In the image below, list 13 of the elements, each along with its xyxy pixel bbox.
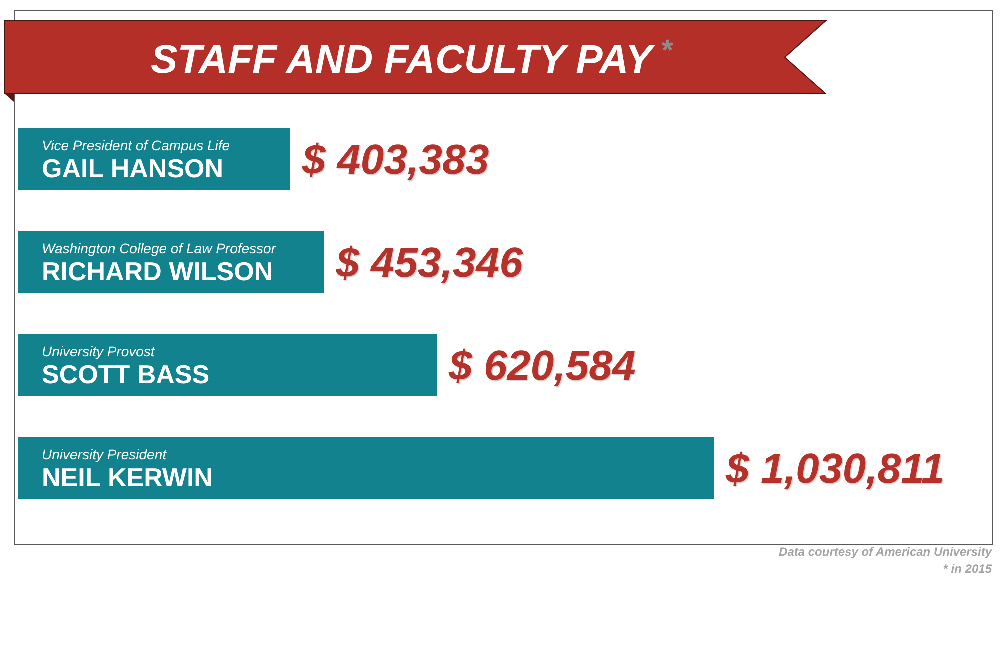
data-label: $ 403,383: [301, 136, 490, 183]
bar: [18, 334, 438, 396]
data-label: $ 453,346: [335, 239, 524, 286]
text: * in 2015: [943, 562, 992, 576]
data-label: $ 620,584: [448, 342, 636, 389]
y-tick-label: Washington College of Law Professor RICHARD WILSON: [42, 240, 278, 286]
y-tick-label: University Provost SCOTT BASS: [42, 344, 210, 390]
y-tick-label: Vice President of Campus Life GAIL HANSON: [42, 138, 230, 184]
text: Data courtesy of American University: [779, 545, 994, 559]
data-label: $ 1,030,811: [725, 445, 945, 492]
y-tick-label: University President NEIL KERWIN: [42, 446, 213, 492]
bar: [18, 438, 714, 500]
chart-title: STAFF AND FACULTY PAY*: [151, 34, 674, 82]
